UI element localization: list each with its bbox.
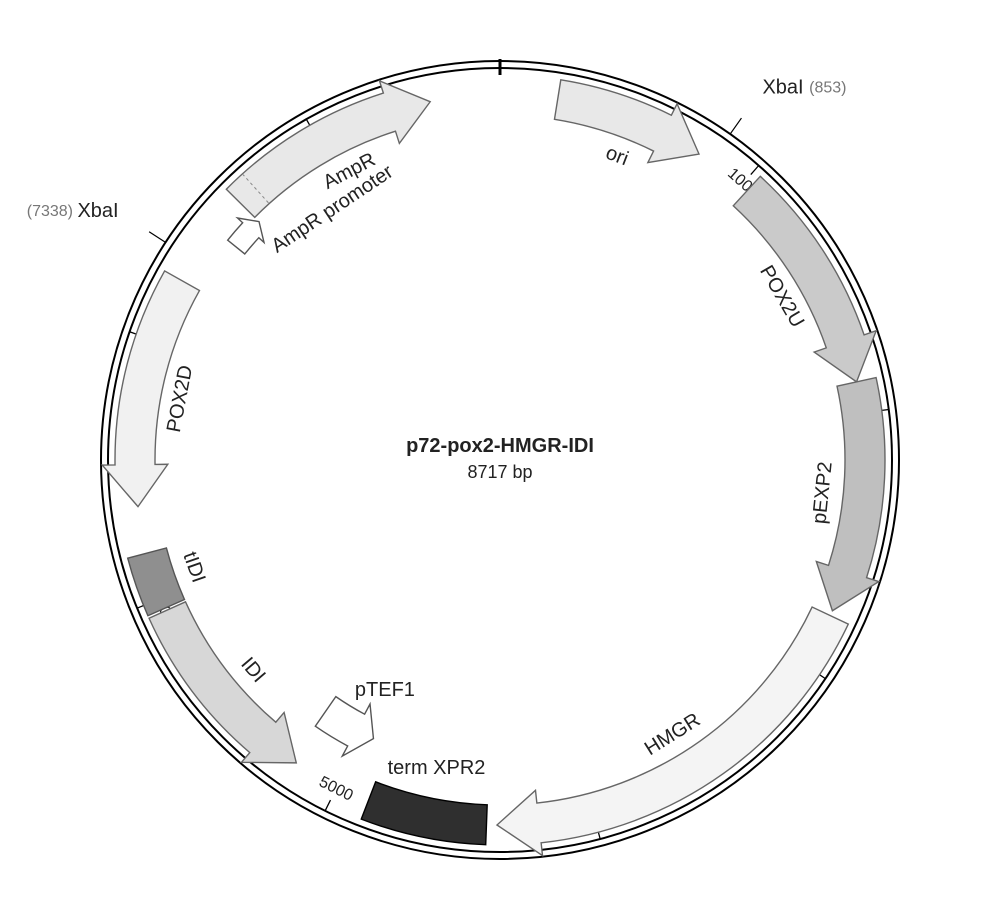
backbone-outer [101, 61, 899, 859]
restriction-site-label: XbaI (853) [762, 77, 846, 99]
site-leader [730, 118, 741, 134]
feature-label: pTEF1 [355, 679, 415, 701]
site-leader [149, 232, 165, 243]
tick-mark [751, 165, 759, 174]
plasmid-map: 10002000300040005000600070008000oriPOX2U… [0, 0, 1000, 915]
tick-mark [325, 800, 330, 811]
plasmid-size: 8717 bp [467, 462, 532, 482]
feature-ampr-promoter [228, 218, 264, 254]
plasmid-name: p72-pox2-HMGR-IDI [406, 435, 594, 457]
tick-label: 5000 [316, 774, 356, 805]
restriction-site-label: (7338) XbaI [27, 200, 119, 222]
feature-ptef1 [315, 697, 373, 757]
backbone-inner [108, 68, 892, 852]
feature-idi [149, 602, 296, 763]
feature-label: ori [603, 142, 632, 171]
feature-label: POX2D [163, 363, 197, 434]
feature-label: term XPR2 [388, 757, 486, 779]
feature-label: pEXP2 [809, 461, 837, 525]
feature-term-xpr2 [361, 782, 487, 845]
feature-ampr [226, 81, 430, 217]
feature-label: IDI [236, 653, 269, 687]
feature-label: tIDI [178, 549, 209, 586]
